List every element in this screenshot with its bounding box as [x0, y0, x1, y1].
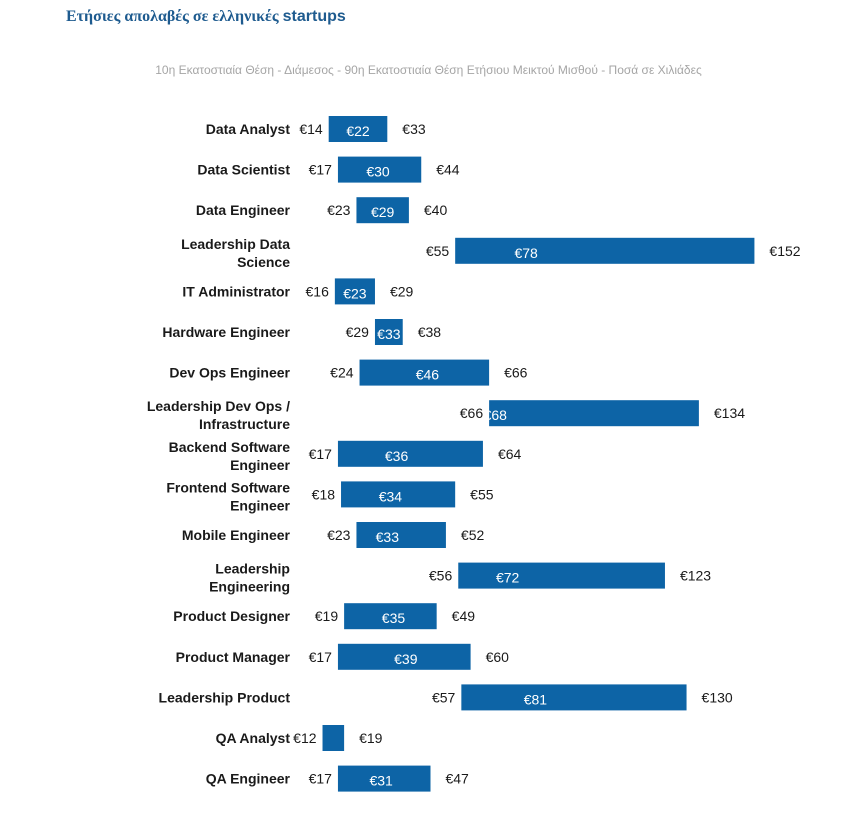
range-bar [337, 156, 422, 183]
p90-label: €49 [452, 608, 476, 624]
category-label: Science [237, 254, 290, 270]
range-bar [322, 725, 345, 751]
p10-label: €55 [426, 243, 450, 259]
p10-label: €17 [309, 162, 333, 178]
median-label: €46 [416, 367, 440, 383]
page-title-latin: startups [282, 8, 346, 25]
p90-label: €47 [445, 771, 469, 787]
range-bar [328, 116, 388, 142]
category-label: IT Administrator [182, 283, 290, 299]
median-label: €31 [369, 773, 393, 789]
category-label: Data Engineer [196, 202, 291, 218]
p90-label: €44 [436, 162, 460, 178]
p10-label: €17 [309, 771, 333, 787]
category-label: QA Analyst [216, 730, 291, 746]
category-label: Infrastructure [199, 416, 290, 432]
p90-label: €38 [418, 324, 442, 340]
category-label: Engineering [209, 579, 290, 595]
range-bar [359, 359, 490, 386]
category-label: Hardware Engineer [162, 324, 290, 340]
category-label: Leadership Data [181, 236, 290, 252]
p10-label: €17 [309, 446, 333, 462]
p10-label: €57 [432, 689, 456, 705]
category-label: Data Analyst [206, 121, 291, 137]
median-label: €34 [379, 488, 403, 504]
p10-label: €19 [315, 608, 339, 624]
range-bar [461, 684, 687, 711]
category-label: QA Engineer [206, 771, 291, 787]
p90-label: €152 [769, 243, 800, 259]
range-bar [374, 319, 403, 345]
chart-subtitle: 10η Εκατοστιαία Θέση - Διάμεσος - 90η Εκ… [155, 63, 702, 77]
range-bar [337, 643, 471, 670]
range-bar [341, 481, 456, 508]
median-label: €35 [382, 610, 406, 626]
p90-label: €123 [680, 568, 711, 584]
category-label: Backend Software [169, 439, 291, 455]
p90-label: €130 [702, 689, 733, 705]
p10-label: €56 [429, 568, 453, 584]
p90-label: €40 [424, 202, 448, 218]
category-label: Mobile Engineer [182, 527, 291, 543]
median-label: €68 [484, 407, 508, 423]
p10-label: €66 [460, 405, 484, 421]
p10-label: €29 [346, 324, 370, 340]
category-label: Frontend Software [166, 479, 290, 495]
p10-label: €23 [327, 202, 351, 218]
p10-label: €18 [312, 486, 336, 502]
category-label: Engineer [230, 497, 290, 513]
p90-label: €134 [714, 405, 745, 421]
median-label: €29 [371, 204, 395, 220]
median-label: €39 [394, 651, 418, 667]
range-bar [356, 197, 409, 224]
median-label: €36 [385, 448, 409, 464]
p90-label: €55 [470, 486, 494, 502]
p90-label: €66 [504, 365, 528, 381]
p10-label: €16 [306, 283, 330, 299]
p90-label: €52 [461, 527, 485, 543]
p10-label: €12 [293, 730, 317, 746]
range-bar [344, 603, 437, 630]
median-label: €23 [343, 285, 367, 301]
range-bar [489, 400, 699, 427]
category-label: Data Scientist [197, 162, 290, 178]
p10-label: €23 [327, 527, 351, 543]
p10-label: €17 [309, 649, 333, 665]
category-label: Dev Ops Engineer [169, 365, 290, 381]
p10-label: €14 [299, 121, 323, 137]
median-label: €72 [496, 570, 520, 586]
category-label: Engineer [230, 457, 290, 473]
p90-label: €19 [359, 730, 383, 746]
page-title-greek: Ετήσιες απολαβές σε ελληνικές [66, 8, 279, 25]
median-label: €78 [514, 245, 538, 261]
p90-label: €64 [498, 446, 522, 462]
range-bar [356, 522, 446, 548]
p10-label: €24 [330, 365, 354, 381]
range-bar [337, 765, 431, 792]
category-label: Leadership Product [159, 689, 291, 705]
category-label: Leadership Dev Ops / [147, 398, 290, 414]
p90-label: €33 [402, 121, 426, 137]
category-label: Product Manager [176, 649, 291, 665]
range-bar [334, 278, 375, 305]
p90-label: €60 [486, 649, 510, 665]
median-label: €33 [376, 529, 400, 545]
page-title: Ετήσιες απολαβές σε ελληνικές startups [66, 8, 346, 26]
median-label: €22 [346, 123, 370, 139]
category-label: Leadership [215, 561, 290, 577]
median-label: €30 [366, 164, 390, 180]
median-label: €33 [377, 326, 401, 342]
p90-label: €29 [390, 283, 414, 299]
range-bar [458, 562, 665, 589]
median-label: €81 [524, 691, 548, 707]
category-label: Product Designer [173, 608, 290, 624]
range-bar [455, 237, 755, 264]
range-bar [337, 440, 483, 467]
